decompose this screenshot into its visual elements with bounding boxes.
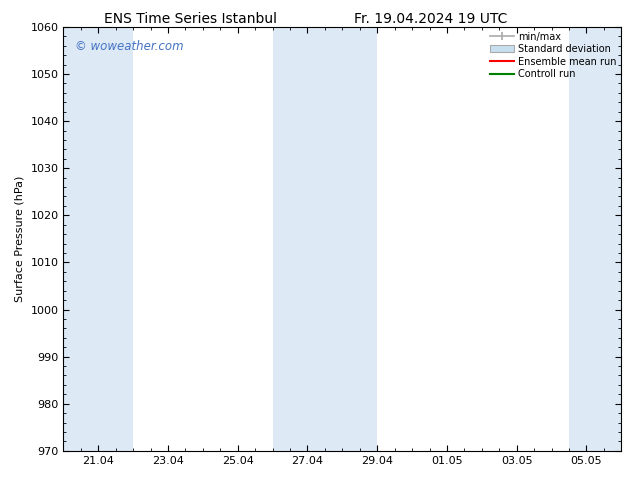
Legend: min/max, Standard deviation, Ensemble mean run, Controll run: min/max, Standard deviation, Ensemble me… bbox=[488, 30, 618, 81]
Y-axis label: Surface Pressure (hPa): Surface Pressure (hPa) bbox=[15, 176, 25, 302]
Bar bbox=[569, 27, 621, 451]
Bar bbox=[273, 27, 377, 451]
Text: © woweather.com: © woweather.com bbox=[75, 40, 183, 52]
Text: Fr. 19.04.2024 19 UTC: Fr. 19.04.2024 19 UTC bbox=[354, 12, 508, 26]
Bar bbox=[63, 27, 133, 451]
Text: ENS Time Series Istanbul: ENS Time Series Istanbul bbox=[104, 12, 276, 26]
